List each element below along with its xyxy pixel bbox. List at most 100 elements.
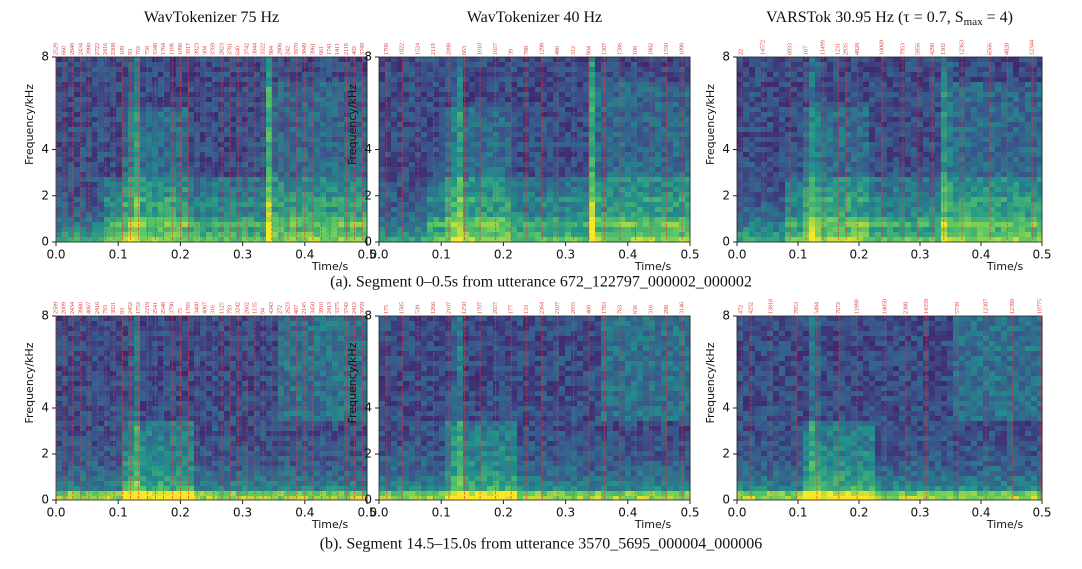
spectrogram-cell (577, 222, 584, 228)
spectrogram-cell (589, 132, 596, 138)
spectrogram-cell (421, 82, 428, 88)
spectrogram-cell (767, 152, 774, 158)
spectrogram-cell (164, 107, 171, 113)
spectrogram-cell (326, 87, 333, 93)
spectrogram-cell (62, 207, 69, 213)
spectrogram-cell (230, 97, 237, 103)
spectrogram-cell (421, 112, 428, 118)
spectrogram-cell (92, 117, 99, 123)
spectrogram-cell (224, 177, 231, 183)
spectrogram-cell (457, 212, 464, 218)
spectrogram-cell (254, 207, 261, 213)
spectrogram-cell (128, 197, 135, 203)
spectrogram-cell (607, 147, 614, 153)
spectrogram-cell (577, 182, 584, 188)
spectrogram-cell (553, 172, 560, 178)
spectrogram-cell (833, 162, 840, 168)
spectrogram-cell (499, 137, 506, 143)
spectrogram-cell (749, 132, 756, 138)
spectrogram-cell (613, 77, 620, 83)
spectrogram-cell (469, 67, 476, 73)
spectrogram-cell (469, 117, 476, 123)
spectrogram-cell (893, 142, 900, 148)
spectrogram-cell (463, 67, 470, 73)
spectrogram-cell (797, 157, 804, 163)
spectrogram-cell (98, 157, 105, 163)
spectrogram-cell (791, 67, 798, 73)
spectrogram-cell (809, 222, 816, 228)
spectrogram-cell (200, 192, 207, 198)
spectrogram-cell (338, 107, 345, 113)
spectrogram-cell (158, 117, 165, 123)
spectrogram-cell (320, 147, 327, 153)
spectrogram-cell (164, 132, 171, 138)
spectrogram-cell (344, 97, 351, 103)
spectrogram-cell (362, 97, 368, 103)
spectrogram-cell (409, 97, 416, 103)
spectrogram-cell (170, 182, 177, 188)
spectrogram-cell (457, 192, 464, 198)
spectrogram-cell (409, 152, 416, 158)
spectrogram-cell (589, 237, 596, 243)
spectrogram-cell (332, 57, 339, 63)
spectrogram-cell (779, 147, 786, 153)
spectrogram-cell (362, 67, 368, 73)
spectrogram-cell (170, 92, 177, 98)
spectrogram-cell (881, 102, 888, 108)
spectrogram-cell (218, 77, 225, 83)
spectrogram-cell (475, 212, 482, 218)
spectrogram-cell (92, 97, 99, 103)
spectrogram-cell (188, 107, 195, 113)
spectrogram-cell (122, 202, 129, 208)
spectrogram-cell (212, 72, 219, 78)
spectrogram-cell (601, 62, 608, 68)
spectrogram-cell (152, 117, 159, 123)
spectrogram-cell (391, 162, 398, 168)
spectrogram-cell (673, 132, 680, 138)
spectrogram-cell (224, 117, 231, 123)
spectrogram-cell (350, 107, 357, 113)
spectrogram-cell (607, 142, 614, 148)
spectrogram-cell (649, 202, 656, 208)
spectrogram-cell (535, 197, 542, 203)
spectrogram-cell (308, 62, 315, 68)
spectrogram-cell (176, 107, 183, 113)
spectrogram-cell (749, 67, 756, 73)
spectrogram-cell (779, 97, 786, 103)
spectrogram-cell (553, 102, 560, 108)
spectrogram-cell (785, 107, 792, 113)
spectrogram-cell (230, 197, 237, 203)
spectrogram-cell (206, 177, 213, 183)
spectrogram-cell (122, 107, 129, 113)
spectrogram-cell (869, 137, 876, 143)
spectrogram-cell (122, 137, 129, 143)
spectrogram-cell (673, 122, 680, 128)
spectrogram-cell (230, 182, 237, 188)
spectrogram-cell (427, 177, 434, 183)
spectrogram-cell (553, 87, 560, 93)
spectrogram-cell (212, 167, 219, 173)
spectrogram-cell (140, 137, 147, 143)
x-tick-label: 0.5 (357, 248, 376, 262)
spectrogram-cell (535, 162, 542, 168)
spectrogram-cell (415, 117, 422, 123)
spectrogram-cell (188, 237, 195, 243)
spectrogram-cell (80, 112, 87, 118)
spectrogram-cell (158, 177, 165, 183)
spectrogram-cell (737, 87, 744, 93)
spectrogram-cell (779, 227, 786, 233)
spectrogram-cell (583, 82, 590, 88)
spectrogram-cell (493, 77, 500, 83)
spectrogram-cell (523, 142, 530, 148)
spectrogram-cell (761, 212, 768, 218)
spectrogram-cell (278, 127, 285, 133)
spectrogram-cell (272, 222, 279, 228)
spectrogram-cell (445, 182, 452, 188)
spectrogram-cell (475, 142, 482, 148)
spectrogram-cell (379, 127, 386, 133)
spectrogram-cell (332, 137, 339, 143)
spectrogram-cell (857, 162, 864, 168)
spectrogram-cell (625, 87, 632, 93)
spectrogram-cell (200, 122, 207, 128)
spectrogram-cell (893, 67, 900, 73)
